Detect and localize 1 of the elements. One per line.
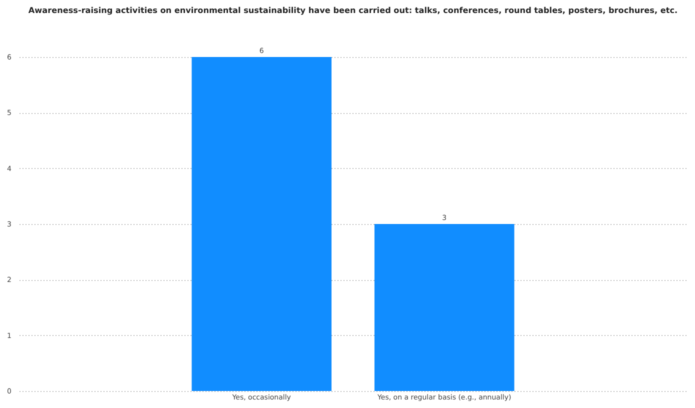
chart-title: Awareness-raising activities on environmental sustainability have been carried out: talks, conferences, round tables, posters, brochures, etc. <box>28 4 678 15</box>
